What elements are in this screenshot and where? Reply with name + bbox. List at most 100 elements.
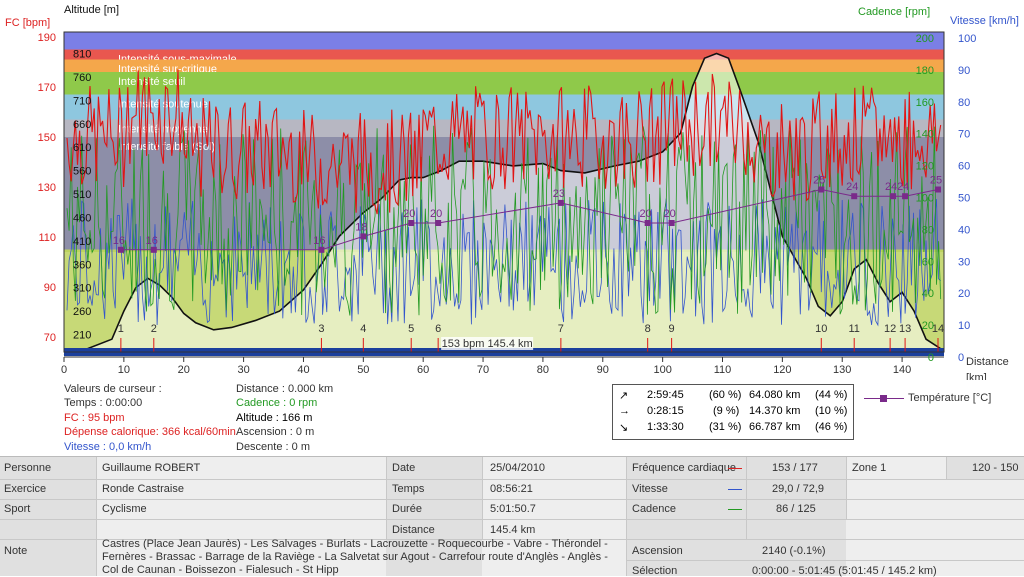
cursor-fc: FC : 95 bpm [64,411,125,424]
temperature-point [851,193,858,200]
value-personne: Guillaume ROBERT [102,462,201,474]
altitude-tick-label: 510 [73,189,91,201]
cursor-temps: Temps : 0:00:00 [64,397,143,410]
value-temps: 08:56:21 [490,483,533,495]
temperature-point [935,186,942,193]
speed-tick-label: 40 [958,224,970,236]
altitude-tick-label: 260 [73,306,91,318]
fc-tick-label: 70 [44,332,56,344]
x-tick-label: 50 [357,364,369,376]
summary-pct-time: (9 %) [713,405,740,417]
summary-row-flat: → 0:28:15 (9 %) 14.370 km (10 %) [613,405,853,421]
legend-fc-swatch [728,468,742,469]
summary-row-down: ↘ 1:33:30 (31 %) 66.787 km (46 %) [613,421,853,437]
cursor-cadence: Cadence : 0 rpm [236,397,318,410]
speed-tick-label: 70 [958,129,970,141]
cadence-tick-label: 120 [916,161,934,173]
legend-cadence-swatch [728,509,742,510]
temperature-point [644,220,651,226]
speed-axis-label: Vitesse [km/h] [950,15,1019,27]
temperature-point-label: 20 [430,208,442,220]
summary-pct-dist: (44 %) [815,389,848,401]
zone-band [64,32,944,37]
bottom-label: 153 bpm 145.4 km [442,338,533,350]
temperature-point-label: 25 [813,175,825,187]
legend-temperature-label: Température [°C] [908,392,992,404]
value-duree: 5:01:50.7 [490,503,536,515]
value-note: Castres (Place Jean Jaurès) - Les Salvag… [102,538,608,576]
marker-label: 13 [899,323,911,335]
altitude-axis-label: Altitude [m] [64,4,119,16]
speed-tick-label: 80 [958,97,970,109]
x-tick-label: 40 [297,364,309,376]
x-tick-label: 30 [237,364,249,376]
x-tick-label: 10 [118,364,130,376]
value-cadence: 86 / 125 [776,503,816,515]
value-exercice: Ronde Castraise [102,483,184,495]
label-distance: Distance [392,524,435,536]
altitude-tick-label: 660 [73,119,91,131]
cadence-line [66,125,942,316]
cursor-altitude: Altitude : 166 m [236,411,313,424]
label-sport: Sport [4,503,31,515]
cadence-tick-label: 180 [916,65,934,77]
value-date: 25/04/2010 [490,462,546,474]
summary-pct-dist: (46 %) [815,421,848,433]
altitude-tick-label: 210 [73,330,91,342]
marker-label: 1 [118,323,124,335]
label-fc: Fréquence cardiaque [632,462,736,474]
temperature-point-label: 24 [885,181,897,193]
speed-tick-label: 60 [958,161,970,173]
value-vitesse: 29,0 / 72,9 [772,483,824,495]
cadence-tick-label: 40 [922,288,934,300]
arrow-down-icon: ↘ [619,422,629,434]
cadence-tick-label: 0 [928,352,934,364]
marker-label: 10 [815,323,827,335]
legend-vitesse-swatch [728,489,742,490]
cursor-descente: Descente : 0 m [236,440,310,453]
temperature-point [150,246,157,253]
temperature-point [818,186,825,193]
chart-area: Intensité sous-maximaleIntensité sur-cri… [5,4,1019,380]
zone-label: Intensité soutenue [118,99,208,111]
temperature-point-label: 20 [663,208,675,220]
value-ascension: 2140 (-0.1%) [762,545,826,557]
speed-tick-label: 90 [958,65,970,77]
label-note: Note [4,545,28,557]
fc-axis-label: FC [bpm] [5,17,50,29]
speed-tick-label: 20 [958,288,970,300]
fc-tick-label: 190 [38,32,56,44]
x-tick-label: 100 [653,364,671,376]
zone-band [64,72,944,95]
cursor-distance: Distance : 0.000 km [236,383,334,395]
zone-label: Intensité faible (Sol) [118,141,215,153]
altitude-tick-label: 410 [73,236,91,248]
fc-tick-label: 170 [38,82,56,94]
temperature-point [557,199,564,206]
temperature-point [117,246,124,253]
temperature-point-label: 25 [930,175,942,187]
cursor-title: Valeurs de curseur : [64,383,162,395]
zone-label: Intensité seuil [118,76,185,88]
speed-tick-label: 10 [958,320,970,332]
summary-time: 2:59:45 [647,389,684,401]
x-tick-label: 110 [714,364,732,376]
x-tick-label: 70 [477,364,489,376]
marker-label: 5 [408,323,414,335]
cursor-vitesse: Vitesse : 0,0 km/h [64,440,152,453]
altitude-tick-label: 460 [73,212,91,224]
zone-band [64,49,944,60]
summary-pct-time: (31 %) [709,421,742,433]
summary-time: 0:28:15 [647,405,684,417]
cursor-values-panel: Valeurs de curseur : Temps : 0:00:00 FC … [64,382,236,454]
temperature-point-label: 16 [146,235,158,247]
temperature-point-label: 20 [403,208,415,220]
legend-temperature-marker [880,395,887,402]
marker-label: 9 [669,323,675,335]
label-ascension: Ascension [632,545,683,557]
x-tick-label: 90 [597,364,609,376]
altitude-tick-label: 810 [73,49,91,61]
cursor-values-panel-2: Distance : 0.000 km Cadence : 0 rpm Alti… [236,382,333,454]
temperature-point-label: 24 [897,181,909,193]
altitude-tick-label: 560 [73,166,91,178]
